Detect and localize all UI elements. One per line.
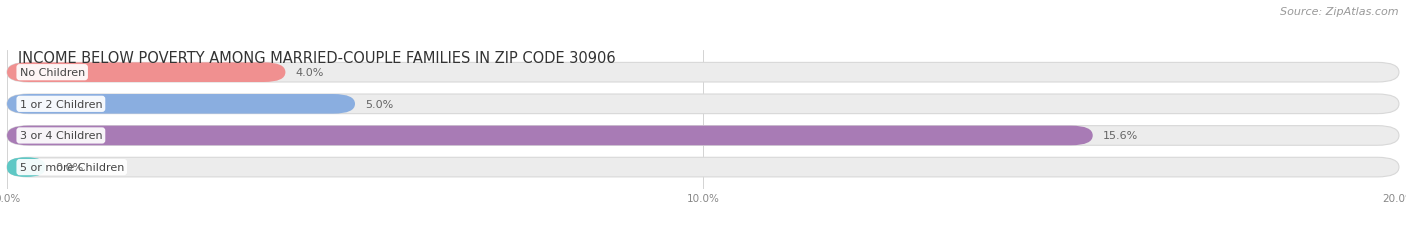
Text: Source: ZipAtlas.com: Source: ZipAtlas.com: [1281, 7, 1399, 17]
Text: 1 or 2 Children: 1 or 2 Children: [20, 99, 103, 109]
FancyBboxPatch shape: [7, 158, 1399, 177]
Text: 5.0%: 5.0%: [366, 99, 394, 109]
Text: No Children: No Children: [20, 68, 84, 78]
Text: 5 or more Children: 5 or more Children: [20, 162, 124, 172]
FancyBboxPatch shape: [7, 63, 285, 83]
Text: 3 or 4 Children: 3 or 4 Children: [20, 131, 103, 141]
Text: 4.0%: 4.0%: [295, 68, 325, 78]
FancyBboxPatch shape: [7, 126, 1399, 146]
FancyBboxPatch shape: [7, 95, 1399, 114]
FancyBboxPatch shape: [7, 95, 354, 114]
Text: 15.6%: 15.6%: [1104, 131, 1139, 141]
FancyBboxPatch shape: [7, 63, 1399, 83]
FancyBboxPatch shape: [7, 126, 1092, 146]
FancyBboxPatch shape: [7, 158, 45, 177]
Text: 0.0%: 0.0%: [56, 162, 84, 172]
Text: INCOME BELOW POVERTY AMONG MARRIED-COUPLE FAMILIES IN ZIP CODE 30906: INCOME BELOW POVERTY AMONG MARRIED-COUPL…: [18, 51, 616, 66]
